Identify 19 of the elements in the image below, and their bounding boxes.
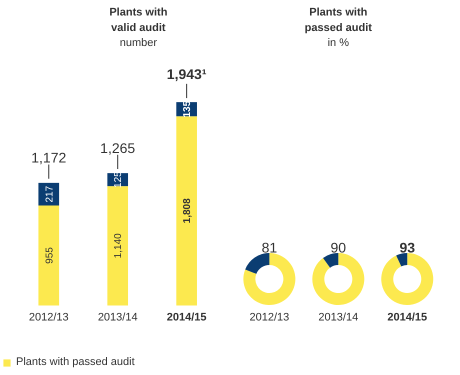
legend-label: Plants with passed audit: [16, 356, 135, 368]
bar: [176, 116, 197, 306]
x-tick-label: 2012/13: [28, 312, 69, 324]
x-tick-label: 2013/14: [98, 312, 138, 324]
total-label: 1,265: [100, 140, 136, 156]
chart-subtitle: in %: [328, 37, 350, 50]
total-label: 1,943¹: [166, 66, 207, 82]
bar: [38, 206, 60, 306]
data-label: 955: [44, 246, 56, 264]
data-label: 1,140: [113, 232, 124, 258]
data-label: 1,808: [182, 198, 194, 224]
data-label: 81: [262, 240, 278, 256]
data-label: 93: [399, 240, 416, 256]
chart-subtitle: number: [120, 37, 158, 50]
data-label: 217: [44, 185, 56, 203]
x-tick-label: 2014/15: [166, 312, 207, 324]
bar: [107, 186, 128, 306]
data-label: 90: [330, 240, 346, 256]
total-label: 1,172: [31, 149, 66, 166]
